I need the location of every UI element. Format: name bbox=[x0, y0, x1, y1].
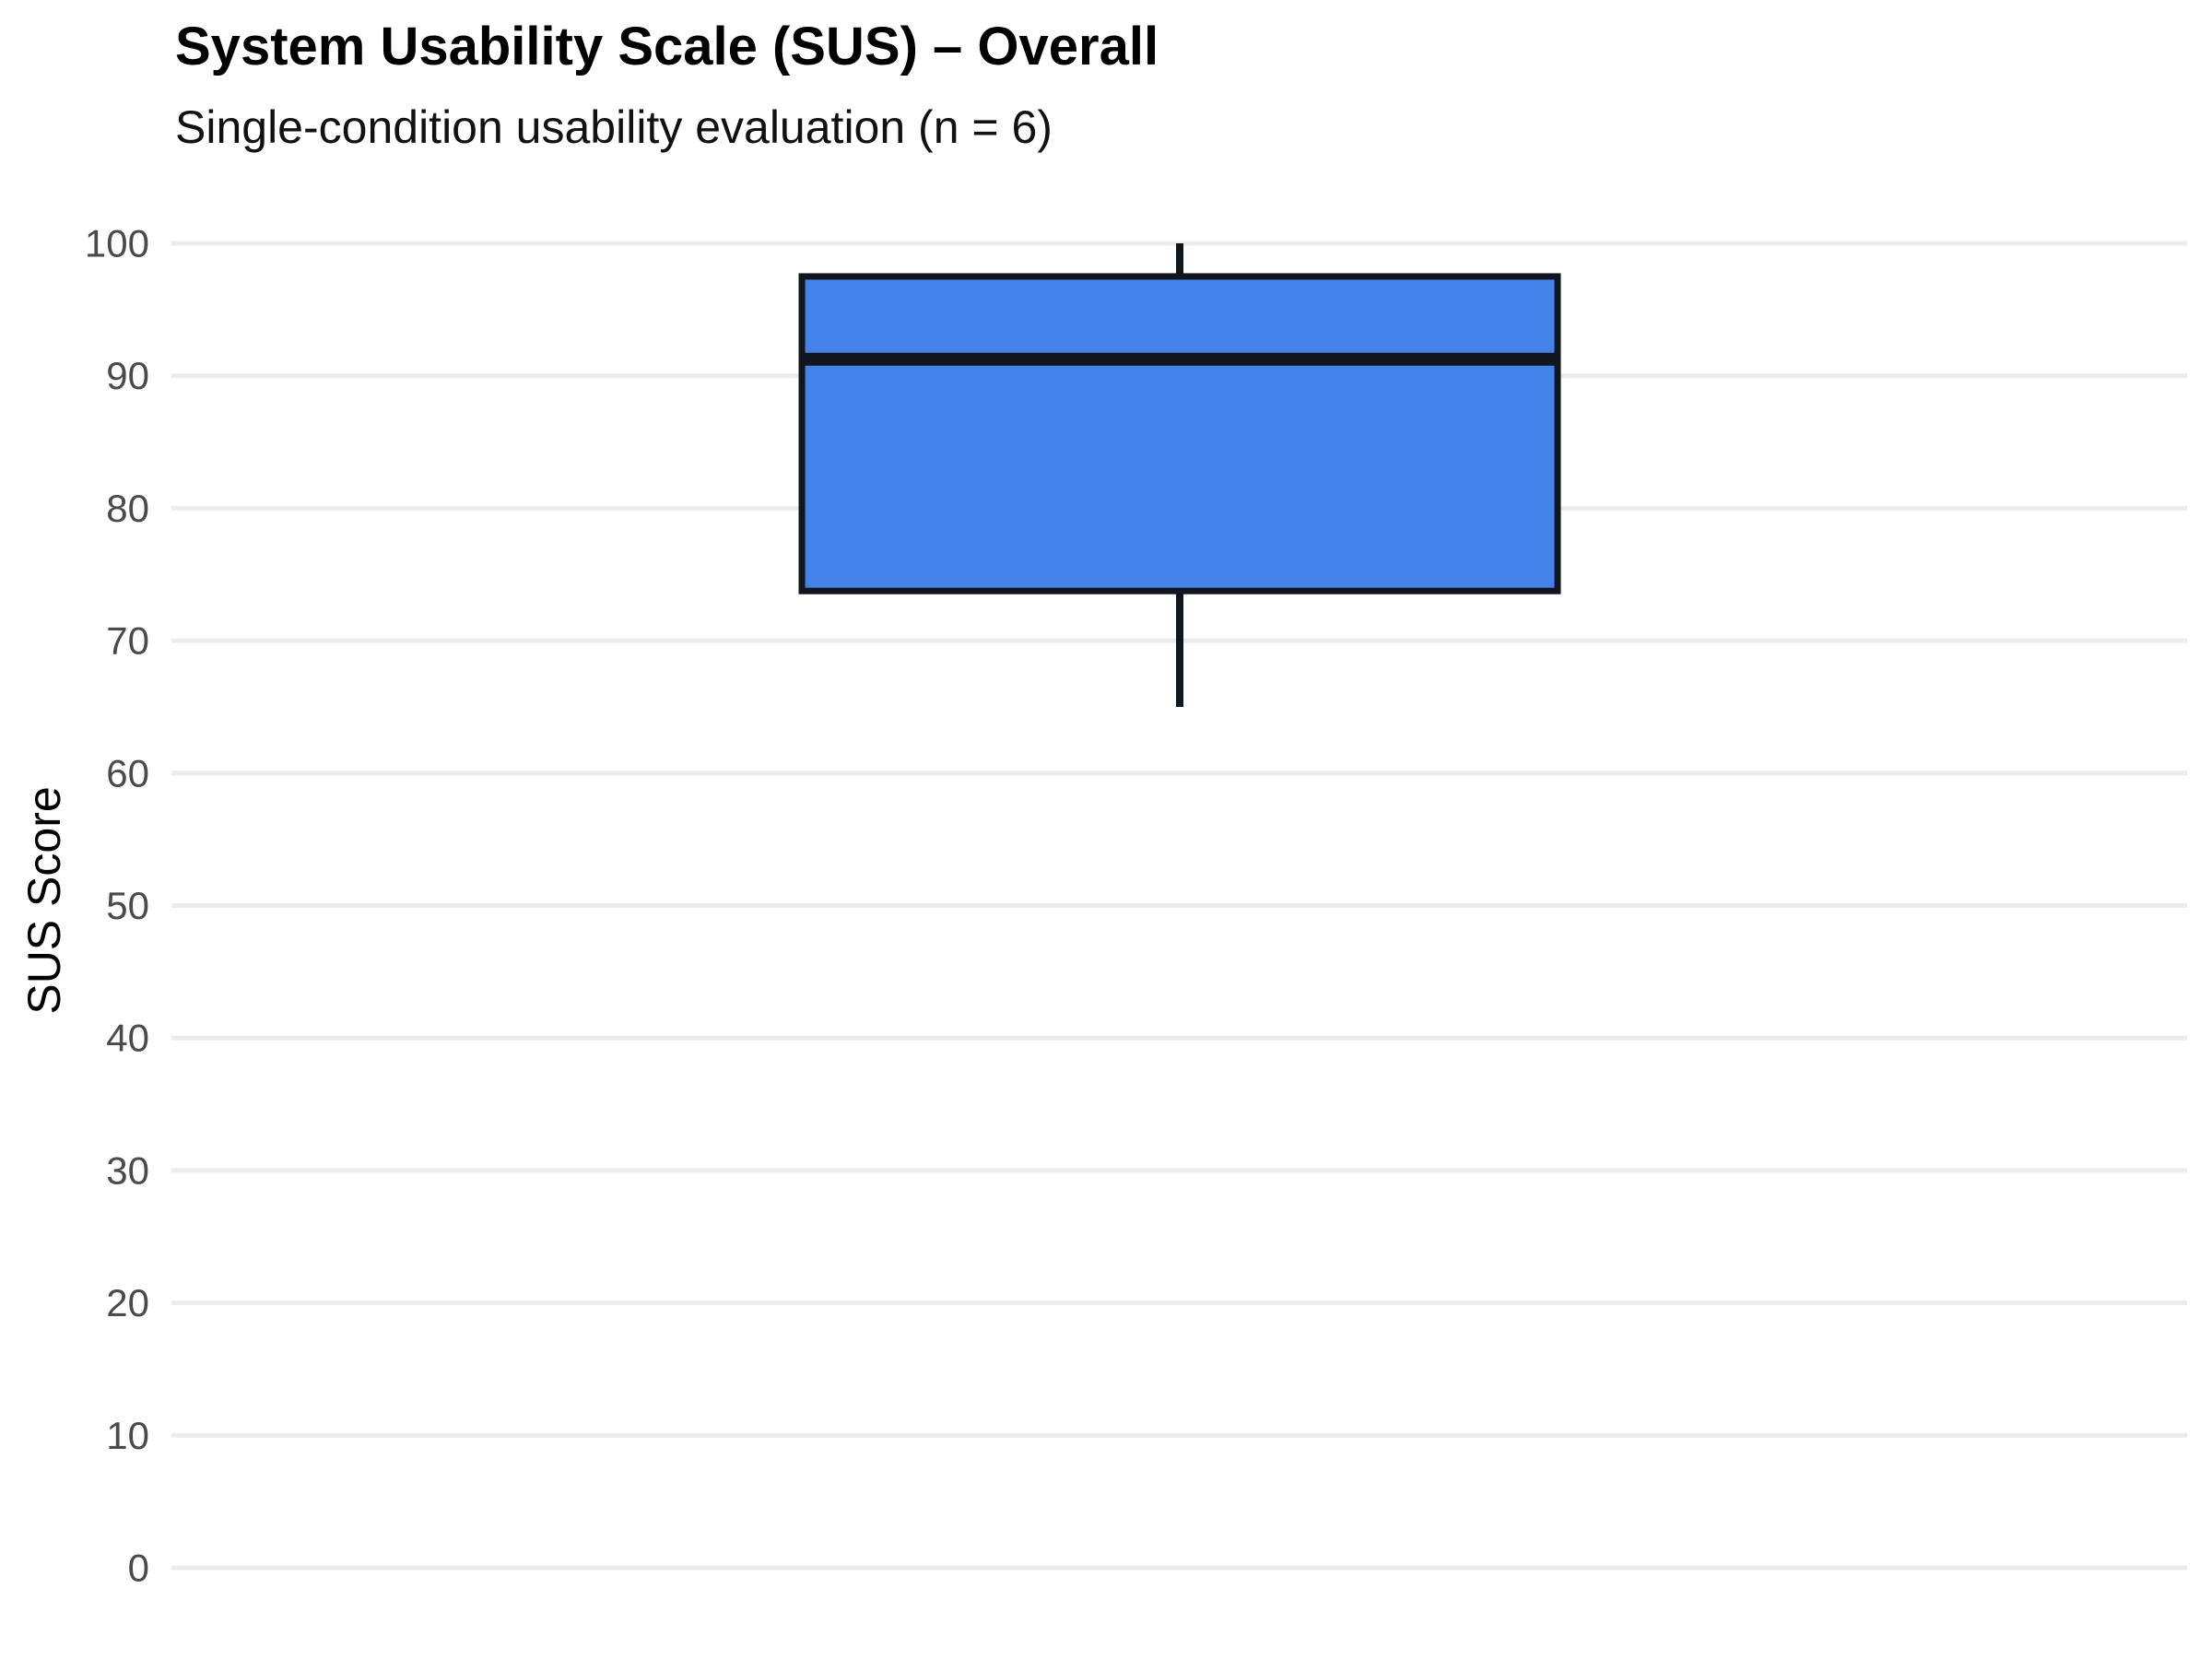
y-axis-label: SUS Score bbox=[18, 786, 70, 1014]
y-tick-label: 20 bbox=[106, 1281, 149, 1324]
chart-title: System Usability Scale (SUS) – Overall bbox=[175, 17, 1159, 76]
y-tick-label: 40 bbox=[106, 1017, 149, 1060]
y-tick-label: 100 bbox=[85, 222, 149, 265]
y-tick-label: 80 bbox=[106, 487, 149, 530]
y-tick-label: 30 bbox=[106, 1148, 149, 1192]
y-tick-label: 70 bbox=[106, 619, 149, 663]
gridlines bbox=[171, 241, 2187, 1571]
y-tick-label: 0 bbox=[128, 1547, 149, 1590]
box-plot bbox=[798, 243, 1561, 707]
y-tick-label: 90 bbox=[106, 354, 149, 397]
box-rect bbox=[798, 273, 1561, 594]
chart-subtitle: Single-condition usability evaluation (n… bbox=[175, 101, 1053, 153]
y-tick-label: 50 bbox=[106, 884, 149, 927]
y-tick-label: 10 bbox=[106, 1414, 149, 1457]
y-tick-label: 60 bbox=[106, 751, 149, 794]
